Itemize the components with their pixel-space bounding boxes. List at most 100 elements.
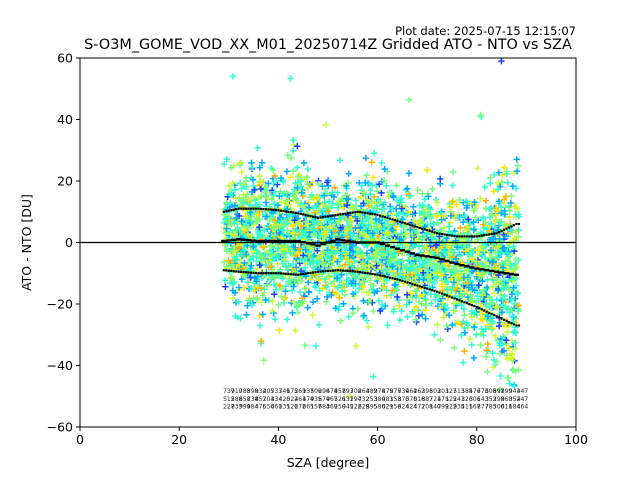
scatter-point (504, 374, 511, 382)
scatter-point (378, 189, 385, 197)
upper-std-point (371, 213, 374, 216)
scatter-point (393, 223, 400, 230)
scatter-point (443, 235, 450, 242)
scatter-point (393, 230, 400, 237)
scatter-point (479, 261, 486, 268)
scatter-point (274, 260, 281, 268)
scatter-point (409, 211, 416, 218)
scatter-point (277, 214, 284, 222)
scatter-point (371, 256, 378, 264)
scatter-point (363, 317, 371, 324)
scatter-point (261, 285, 268, 293)
scatter-point (383, 292, 390, 299)
scatter-point (455, 256, 463, 264)
scatter-point (276, 282, 284, 289)
scatter-point (362, 224, 370, 231)
scatter-point (407, 226, 414, 233)
scatter-point (423, 302, 430, 309)
count-annotation: 298 (493, 396, 505, 403)
scatter-point (328, 291, 335, 299)
upper-std-point (421, 227, 424, 230)
upper-std-point (299, 212, 302, 215)
scatter-point (493, 265, 500, 272)
upper-std-point (463, 235, 466, 238)
mean-point (380, 242, 386, 246)
scatter-point (451, 267, 459, 275)
scatter-point (250, 295, 257, 302)
scatter-point (479, 278, 486, 285)
upper-std-point (406, 222, 409, 226)
scatter-point (389, 255, 396, 262)
count-annotation: 522 (287, 396, 299, 403)
scatter-point (229, 287, 236, 294)
scatter-point (243, 311, 250, 318)
lower-std-point (465, 302, 468, 305)
upper-std-point (388, 217, 392, 220)
scatter-point (440, 314, 447, 321)
scatter-point (484, 348, 491, 355)
x-axis-label: SZA [degree] (287, 455, 370, 470)
mean-point (310, 243, 316, 246)
scatter-point (262, 251, 269, 258)
scatter-point (359, 260, 366, 267)
scatter-point (369, 174, 377, 181)
count-annotation: 203 (437, 388, 449, 395)
scatter-point (403, 230, 410, 237)
scatter-point (253, 296, 261, 303)
scatter-point (410, 203, 417, 210)
scatter-point (459, 359, 467, 366)
count-annotation: 253 (366, 396, 378, 403)
scatter-point (334, 284, 341, 291)
scatter-point (357, 247, 364, 255)
scatter-point (223, 225, 230, 232)
upper-std-point (374, 213, 377, 216)
count-annotation: 833 (231, 404, 243, 411)
scatter-point (337, 224, 344, 231)
scatter-point (254, 228, 261, 236)
scatter-point (409, 308, 416, 315)
lower-std-point (307, 272, 310, 275)
count-annotation: 420 (279, 396, 291, 403)
scatter-point (256, 261, 263, 269)
count-annotation: 153 (390, 396, 402, 403)
scatter-point (248, 218, 255, 225)
scatter-point (371, 150, 378, 157)
scatter-point (222, 229, 229, 236)
upper-std-point (391, 218, 394, 221)
scatter-point (378, 159, 385, 166)
mean-point (469, 266, 475, 269)
scatter-point (329, 189, 336, 196)
mean-point (256, 239, 262, 243)
upper-std-point (475, 235, 478, 238)
lower-std-point (473, 305, 476, 308)
scatter-point (499, 285, 507, 292)
scatter-point (345, 170, 352, 177)
scatter-point (389, 287, 396, 294)
lower-std-point (289, 273, 292, 276)
count-annotation: 503 (429, 388, 441, 395)
upper-std-point (453, 234, 456, 238)
lower-std-point (431, 289, 434, 292)
count-annotation: 893 (342, 388, 354, 395)
scatter-point (289, 260, 297, 268)
upper-std-point (336, 213, 339, 216)
scatter-point (358, 182, 365, 189)
scatter-point (389, 227, 396, 234)
scatter-point (498, 58, 505, 65)
lower-std-point (507, 321, 511, 324)
scatter-point (409, 265, 416, 272)
scatter-point (465, 284, 472, 291)
y-tick-label: 0 (65, 235, 73, 250)
scatter-point (367, 277, 374, 284)
count-annotation: 737 (223, 388, 235, 395)
upper-std-point (225, 210, 228, 213)
mean-point (489, 269, 495, 273)
upper-std-point (269, 208, 273, 211)
scatter-point (515, 213, 523, 220)
scatter-point (454, 214, 462, 222)
lower-std-point (406, 281, 409, 284)
scatter-point (483, 259, 490, 266)
lower-std-point (391, 277, 394, 280)
scatter-point (381, 165, 388, 173)
lower-std-point (379, 274, 382, 277)
